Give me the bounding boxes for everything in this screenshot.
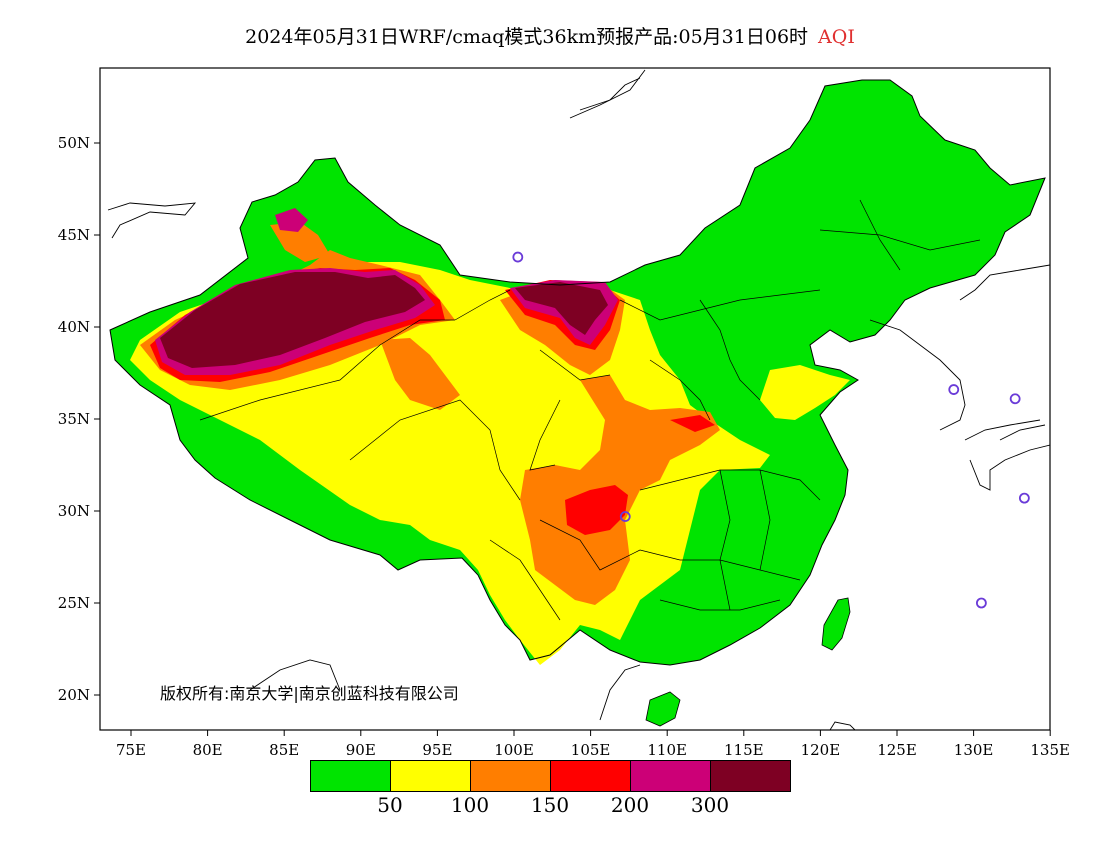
title-variable: AQI — [818, 26, 855, 48]
taiwan — [821, 597, 851, 651]
y-tick-label: 35N — [58, 410, 90, 428]
x-tick-label: 120E — [801, 741, 841, 759]
hainan — [645, 691, 681, 727]
colorbar-label: 300 — [690, 793, 730, 817]
x-tick-label: 85E — [269, 741, 299, 759]
x-tick-label: 75E — [116, 741, 146, 759]
station-markers — [512, 251, 1100, 609]
station-marker — [1018, 492, 1030, 504]
colorbar-swatch — [551, 761, 631, 791]
x-tick-label: 130E — [954, 741, 994, 759]
y-tick-label: 40N — [58, 318, 90, 336]
colorbar-swatch — [391, 761, 471, 791]
y-tick-label: 20N — [58, 686, 90, 704]
y-axis: 50N 45N 40N 35N 30N 25N 20N — [58, 134, 100, 704]
map-frame — [99, 67, 1051, 731]
x-tick-label: 95E — [422, 741, 452, 759]
station-marker — [948, 384, 960, 395]
x-tick-label: 135E — [1030, 741, 1070, 759]
x-tick-label: 100E — [494, 741, 534, 759]
map-title: 2024年05月31日WRF/cmaq模式36km预报产品:05月31日06时 A… — [0, 22, 1100, 49]
station-marker — [1094, 514, 1100, 523]
title-main: 2024年05月31日WRF/cmaq模式36km预报产品:05月31日06时 — [245, 26, 809, 48]
colorbar-swatch — [711, 761, 790, 791]
station-marker — [1009, 393, 1021, 405]
colorbar-swatch — [471, 761, 551, 791]
colorbar-swatch — [631, 761, 711, 791]
x-tick-label: 110E — [647, 741, 687, 759]
y-tick-label: 25N — [58, 594, 90, 612]
station-marker — [975, 597, 987, 609]
y-tick-label: 45N — [58, 226, 90, 244]
y-tick-label: 30N — [58, 502, 90, 520]
coastlines — [107, 69, 1050, 730]
aqi-zone-hazardous — [160, 272, 425, 368]
colorbar-label: 100 — [450, 793, 490, 817]
x-tick-label: 105E — [571, 741, 611, 759]
colorbar-label: 50 — [377, 793, 403, 817]
station-marker — [1087, 350, 1096, 359]
colorbar-label: 150 — [530, 793, 570, 817]
x-tick-label: 90E — [346, 741, 376, 759]
station-marker — [512, 251, 524, 263]
x-tick-label: 80E — [193, 741, 223, 759]
aqi-colorbar — [310, 760, 791, 792]
copyright-text: 版权所有:南京大学|南京创蓝科技有限公司 — [160, 684, 459, 703]
x-tick-label: 115E — [724, 741, 764, 759]
x-tick-label: 125E — [877, 741, 917, 759]
y-tick-label: 50N — [58, 134, 90, 152]
province-borders — [199, 199, 981, 621]
colorbar-label: 200 — [610, 793, 650, 817]
station-marker — [619, 511, 631, 522]
x-axis: 75E 80E 85E 90E 95E 100E 105E 110E 115E 120E 125E 1… — [116, 730, 1070, 759]
colorbar-swatch — [311, 761, 391, 791]
